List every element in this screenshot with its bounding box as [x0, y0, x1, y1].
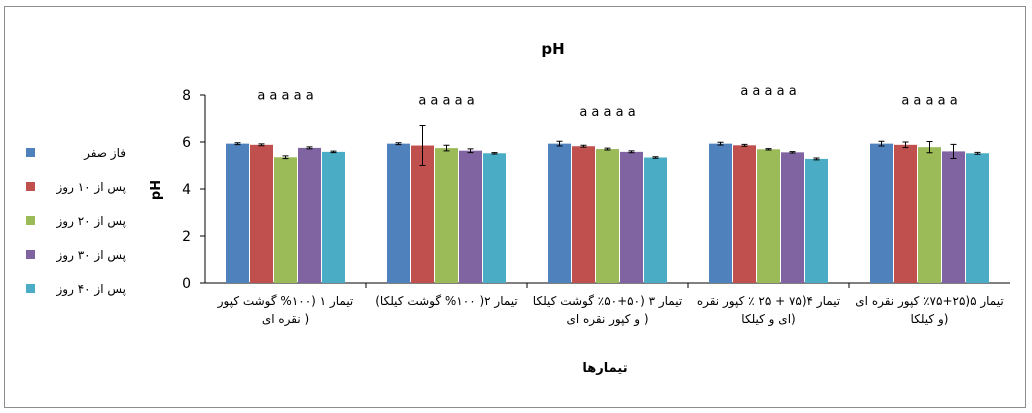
- legend-label: پس از ۱۰ روز: [56, 180, 127, 195]
- error-bar: [950, 143, 957, 159]
- error-bar: [234, 142, 241, 146]
- legend-label: پس از ۴۰ روز: [56, 282, 127, 297]
- error-bar: [395, 142, 402, 146]
- bar: [322, 151, 345, 283]
- legend-label: پس از ۲۰ روز: [56, 214, 127, 229]
- bar: [733, 145, 756, 283]
- bar: [894, 144, 917, 283]
- error-bar: [902, 141, 909, 149]
- bar: [226, 143, 249, 283]
- category-label: تیمار ۱ (۱۰۰% گوشت کپور: [217, 294, 354, 309]
- bar: [942, 151, 965, 283]
- category-label: تیمار ۲( ۱۰۰% گوشت کیلکا): [375, 294, 518, 309]
- y-tick-label: 0: [182, 276, 191, 292]
- error-bar: [306, 146, 313, 150]
- significance-label: a a a a a: [579, 105, 635, 120]
- category-label: ای و کیلکا): [741, 312, 795, 327]
- bar: [572, 146, 595, 283]
- bar: [411, 145, 434, 283]
- error-bars: [234, 125, 981, 166]
- error-bar: [282, 155, 289, 160]
- bar: [918, 147, 941, 283]
- bar: [548, 143, 571, 283]
- category-label: و کیلکا): [911, 312, 949, 327]
- legend-swatch: [26, 216, 35, 225]
- bar: [644, 157, 667, 283]
- error-bar: [628, 150, 635, 154]
- error-bar: [604, 147, 611, 151]
- error-bar: [419, 125, 426, 166]
- error-bar: [330, 150, 337, 154]
- significance-label: a a a a a: [740, 84, 796, 99]
- category-label: تیمار ۴(۷۵ + ۲۵ ٪ کپور نقره: [697, 294, 840, 309]
- bar: [298, 147, 321, 283]
- bar: [596, 149, 619, 283]
- legend-swatch: [26, 148, 35, 157]
- bar: [966, 153, 989, 283]
- y-axis-title: pH: [149, 180, 164, 200]
- error-bar: [652, 156, 659, 159]
- error-bar: [258, 143, 265, 147]
- bar: [483, 153, 506, 283]
- bars: [226, 143, 989, 283]
- error-bar: [491, 152, 498, 155]
- error-bar: [717, 141, 724, 146]
- error-bar: [813, 157, 820, 161]
- legend-swatch: [26, 182, 35, 191]
- category-label: و کپور نقره ای ): [566, 312, 648, 327]
- significance-labels: a a a a a a a a a a a a a a a a a a a a a a …: [257, 84, 957, 120]
- error-bar: [580, 144, 587, 148]
- y-tick-label: 2: [182, 229, 191, 245]
- y-tick-label: 6: [182, 135, 191, 151]
- legend-swatch: [26, 250, 35, 259]
- error-bar: [974, 151, 981, 155]
- error-bar: [443, 144, 450, 152]
- significance-label: a a a a a: [257, 89, 313, 104]
- error-bar: [765, 148, 772, 151]
- error-bar: [741, 143, 748, 147]
- bar: [459, 150, 482, 283]
- category-label: تیمار ۵(۲۵+۷۵٪ کپور نقره ای: [855, 294, 1003, 309]
- chart-frame: [4, 6, 1026, 408]
- y-tick-label: 8: [182, 88, 191, 104]
- error-bar: [878, 140, 885, 147]
- bar: [435, 148, 458, 283]
- significance-label: a a a a a: [901, 93, 957, 108]
- legend-swatch: [26, 284, 35, 293]
- y-tick-label: 4: [182, 182, 191, 198]
- error-bar: [926, 141, 933, 154]
- error-bar: [556, 140, 563, 147]
- bar: [250, 144, 273, 283]
- bar: [870, 143, 893, 283]
- category-label: تیمار ۳ (۵۰+۵۰٪ گوشت کیلکا: [533, 294, 682, 309]
- legend-label: پس از ۳۰ روز: [56, 248, 127, 263]
- legend-label: فاز صفر: [83, 146, 126, 161]
- error-bar: [789, 151, 796, 154]
- bar: [781, 152, 804, 283]
- bar: [709, 143, 732, 283]
- category-label: نقره ای ): [262, 312, 309, 327]
- x-axis-title: تیمارها: [582, 361, 627, 376]
- bar: [620, 151, 643, 283]
- chart-title: pH: [541, 40, 564, 58]
- category-labels: تیمار ۱ (۱۰۰% گوشت کپور نقره ای ) تیمار ۲(…: [217, 294, 1004, 327]
- error-bar: [467, 148, 474, 154]
- significance-label: a a a a a: [418, 93, 474, 108]
- bar: [757, 149, 780, 283]
- bar: [387, 143, 410, 283]
- legend: فاز صفر پس از ۱۰ روز پس از ۲۰ روز پس از ۳۰ …: [26, 146, 126, 297]
- bar: [805, 158, 828, 283]
- bar: [274, 157, 297, 283]
